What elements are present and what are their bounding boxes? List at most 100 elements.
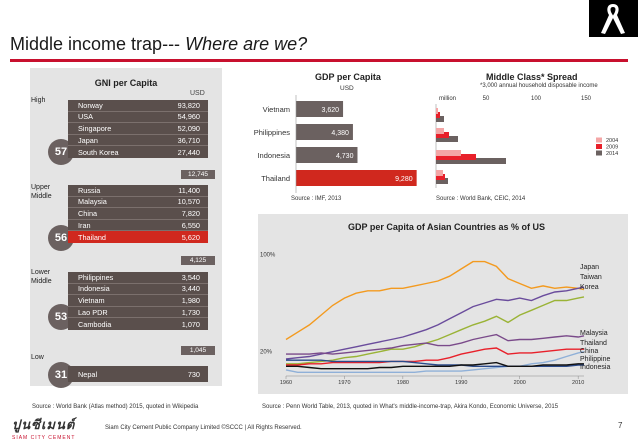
- line-series-philippine: [286, 359, 584, 368]
- line-series-taiwan: [285, 286, 585, 360]
- ribbon-logo-box: [589, 0, 638, 37]
- page-title-italic: Where are we?: [185, 34, 308, 54]
- mc-bar-2014: [436, 136, 458, 142]
- line-series-indonesia: [286, 361, 584, 370]
- country-name: Japan: [78, 135, 98, 145]
- line-series-label: Thailand: [580, 340, 607, 347]
- country-name: Indonesia: [78, 284, 110, 294]
- mc-legend-label: 2009: [606, 145, 618, 151]
- country-name: USA: [78, 112, 94, 122]
- mc-bar-2014: [436, 178, 448, 184]
- gni-row: Norway 93,820: [68, 100, 208, 112]
- gni-row: Singapore 52,090: [68, 123, 208, 135]
- line-series-label: Taiwan: [580, 274, 602, 281]
- mc-tick-label: 150: [581, 96, 592, 102]
- country-name: Iran: [78, 220, 91, 230]
- asian-gdp-line-chart: 1960 1970 1980 1990 2000 2010 100% 20% Japan Taiw…: [260, 252, 610, 386]
- line-series-label: Korea: [580, 284, 599, 291]
- line-x-tick-label: 2000: [514, 380, 526, 386]
- gni-value: 730: [187, 369, 200, 379]
- page-title-main: Middle income trap---: [10, 34, 181, 54]
- mc-tick-label: 50: [483, 96, 490, 102]
- gni-row: Japan 36,710: [68, 135, 208, 147]
- gni-unit: USD: [190, 90, 205, 97]
- gni-value: 93,820: [177, 100, 200, 110]
- line-x-tick-label: 1980: [397, 380, 409, 386]
- middle-class-note: *3,000 annual household disposable incom…: [480, 83, 598, 89]
- mc-legend-swatch: [596, 137, 602, 143]
- gdp-bar: [296, 101, 344, 117]
- gni-value: 36,710: [177, 135, 200, 145]
- gni-row: Malaysia 10,570: [68, 197, 208, 209]
- gdp-bar-chart: Vietnam 3,620 Philippines 4,380 Indonesia 4,7…: [254, 95, 417, 193]
- logo-subtitle: SIAM CITY CEMENT: [12, 435, 76, 441]
- mc-bar-2009: [436, 112, 440, 118]
- country-name: Vietnam: [78, 295, 105, 305]
- awareness-ribbon-icon: [601, 4, 625, 34]
- sccc-logo: ปูนซีเมนต์ SIAM CITY CEMENT: [12, 414, 92, 441]
- country-name: Malaysia: [78, 197, 107, 207]
- gni-row: Lao PDR 1,730: [68, 307, 208, 319]
- title-underline: [10, 59, 628, 62]
- category-high: High: [31, 97, 46, 104]
- gdp-chart-source: Source : IMF, 2013: [291, 196, 342, 202]
- gni-row: Iran 6,550: [68, 220, 208, 232]
- page-title: Middle income trap--- Where are we?: [10, 34, 307, 55]
- gni-value: 7,820: [181, 208, 200, 218]
- gni-value: 27,440: [177, 147, 200, 157]
- line-series-label: Indonesia: [580, 364, 610, 371]
- page-number: 7: [618, 421, 623, 430]
- gni-group-lower-middle: Philippines 3,540 Indonesia 3,440 Vietnam 1…: [68, 272, 208, 330]
- country-name: Philippines: [78, 272, 114, 282]
- country-name: Singapore: [78, 123, 112, 133]
- gni-value: 1,980: [181, 295, 200, 305]
- gni-value: 1,730: [181, 307, 200, 317]
- line-y-tick-label: 20%: [260, 350, 273, 356]
- country-name: Russia: [78, 185, 101, 195]
- gni-value: 11,400: [178, 185, 200, 195]
- gni-value: 3,440: [181, 284, 200, 294]
- mc-bar-2004: [436, 128, 444, 134]
- gni-row: Philippines 3,540: [68, 272, 208, 284]
- gni-group-high: Norway 93,820 USA 54,960 Singapore 52,090 J…: [68, 100, 208, 158]
- country-name: China: [78, 208, 98, 218]
- gni-value: 3,540: [181, 272, 200, 282]
- gdp-bar: [296, 170, 417, 186]
- gni-row: South Korea 27,440: [68, 146, 208, 158]
- mc-bar-2009: [436, 154, 476, 160]
- logo-wordmark: ปูนซีเมนต์: [12, 417, 76, 432]
- gni-value: 1,070: [181, 319, 200, 329]
- gni-row: Cambodia 1,070: [68, 318, 208, 330]
- country-name: Thailand: [78, 232, 106, 242]
- gni-value: 5,620: [181, 232, 200, 242]
- mc-legend-label: 2004: [606, 138, 618, 144]
- gni-value: 6,550: [181, 220, 200, 230]
- category-lower-middle: Lower Middle: [31, 269, 52, 285]
- gni-source: Source : World Bank (Atlas method) 2015,…: [32, 404, 199, 410]
- line-chart-title: GDP per Capita of Asian Countries as % o…: [348, 222, 546, 232]
- mc-bar-2004: [436, 150, 461, 156]
- footer-copyright: Siam City Cement Public Company Limited …: [105, 425, 302, 431]
- gdp-category-label: Philippines: [254, 128, 291, 137]
- country-name: Lao PDR: [78, 307, 108, 317]
- gni-row: USA 54,960: [68, 112, 208, 124]
- line-series-label: Philippine: [580, 356, 610, 363]
- threshold-upper-middle: 4,125: [181, 256, 215, 265]
- threshold-high: 12,745: [181, 170, 215, 179]
- line-series-thailand: [286, 347, 584, 366]
- category-low: Low: [31, 354, 44, 361]
- line-y-tick-label: 100%: [260, 252, 276, 258]
- gni-row: Vietnam 1,980: [68, 295, 208, 307]
- line-series-china: [285, 351, 585, 374]
- gni-value: 52,090: [177, 123, 200, 133]
- gdp-value-label: 3,620: [322, 107, 340, 114]
- line-x-tick-label: 1990: [455, 380, 467, 386]
- mc-legend-label: 2014: [606, 151, 618, 157]
- mc-bar-2004: [436, 170, 443, 176]
- gni-row: Indonesia 3,440: [68, 284, 208, 296]
- line-series-korea: [286, 296, 585, 365]
- country-name: Nepal: [78, 369, 98, 379]
- gdp-value-label: 9,280: [395, 176, 413, 183]
- gni-row-highlight-thailand: Thailand 5,620: [68, 231, 208, 243]
- country-name: Cambodia: [78, 319, 112, 329]
